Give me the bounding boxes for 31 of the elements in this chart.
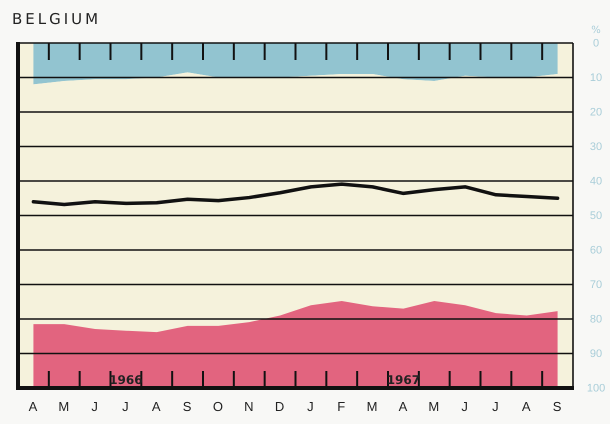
chart-title: BELGIUM — [12, 10, 102, 28]
x-tick-label: J — [91, 399, 99, 414]
x-tick-label: D — [274, 399, 286, 414]
x-tick-label: S — [182, 399, 192, 414]
y-tick-label: 40 — [590, 176, 602, 188]
y-tick-label: 90 — [590, 348, 602, 360]
y-tick-label: 80 — [590, 314, 602, 326]
x-tick-label: S — [552, 399, 562, 414]
x-tick-label: M — [428, 399, 440, 414]
x-tick-label: A — [398, 399, 408, 414]
y-tick-label: 30 — [590, 141, 602, 154]
y-tick-label: 10 — [590, 72, 602, 84]
y-tick-label: 20 — [590, 106, 602, 119]
y-tick-label: 50 — [590, 210, 602, 222]
x-tick-label: A — [28, 399, 38, 414]
x-tick-label: M — [366, 399, 379, 414]
y-axis-title: % — [591, 25, 601, 36]
x-tick-label: J — [122, 399, 130, 414]
y-tick-label: 60 — [590, 244, 602, 257]
x-tick-label: O — [212, 399, 224, 414]
x-tick-label: J — [492, 399, 500, 414]
y-tick-label: 70 — [590, 279, 602, 292]
x-tick-label: A — [152, 399, 162, 414]
x-tick-label: M — [58, 399, 70, 414]
x-tick-label: J — [461, 399, 469, 414]
y-tick-label: 100 — [586, 382, 606, 395]
y-tick-label: 0 — [592, 38, 600, 50]
x-tick-label: A — [522, 399, 532, 414]
x-tick-label: J — [307, 399, 315, 414]
x-tick-label: N — [244, 399, 254, 414]
x-tick-label: F — [337, 399, 346, 414]
